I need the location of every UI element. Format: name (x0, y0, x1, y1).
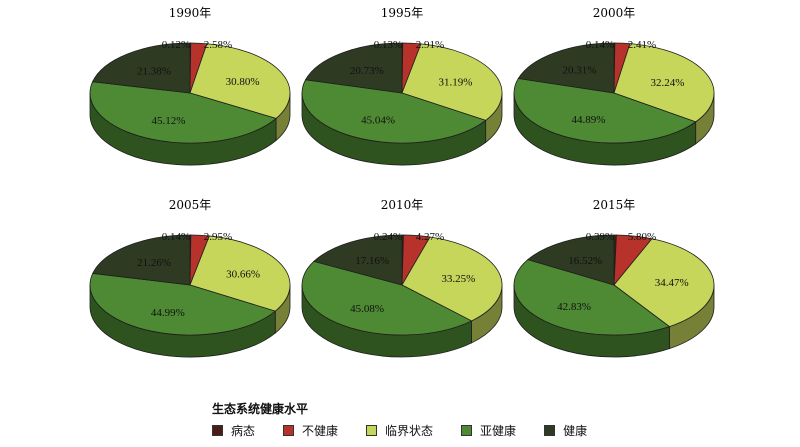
pie-slice (92, 234, 191, 286)
pie-value-label: 0.13% (374, 39, 402, 51)
pie-slice (89, 81, 277, 144)
pie-title: 2000年 (593, 6, 636, 20)
pie-slice (613, 43, 715, 123)
pie-value-label: 33.25% (441, 273, 475, 285)
pie-title: 2015年 (593, 198, 636, 212)
legend-label: 健康 (563, 424, 588, 438)
pie-slice (513, 259, 671, 336)
pie-slice (613, 238, 715, 328)
legend-item: 病态 (212, 422, 255, 439)
pie-slice (527, 234, 615, 286)
pie-slice (89, 272, 277, 336)
pie-value-label: 45.08% (350, 303, 384, 315)
legend-item: 亚健康 (461, 422, 516, 439)
legend-swatch (461, 425, 473, 436)
legend-item: 不健康 (283, 422, 338, 439)
pie-slice (401, 43, 503, 121)
legend-item: 临界状态 (366, 422, 433, 439)
pie-value-label: 2.41% (628, 39, 656, 51)
legend: 生态系统健康水平 病态 不健康 临界状态 亚健康 健康 (212, 400, 632, 444)
pie-chart: 1995年 0.13% 2.91% 31.19% 45.04% 20.73% (301, 6, 503, 166)
pie-value-label: 17.16% (355, 255, 389, 267)
legend-swatch (212, 425, 223, 436)
pie-chart: 2010年 0.24% 4.27% 33.25% 45.08% 17.16% (301, 198, 503, 358)
pie-chart: 1990年 0.12% 2.58% 30.80% 45.12% 21.38% (89, 6, 291, 166)
pie-value-label: 0.14% (586, 39, 614, 51)
pie-slice (189, 43, 291, 119)
pie-value-label: 4.27% (416, 231, 444, 243)
pie-slice (301, 260, 473, 336)
pie-slice (91, 42, 191, 94)
pie-value-label: 30.66% (226, 268, 260, 280)
pie-value-label: 2.91% (416, 39, 444, 51)
pie-value-label: 42.83% (557, 301, 591, 313)
pie-slice (313, 234, 403, 286)
pie-title: 2010年 (381, 198, 424, 212)
pie-value-label: 0.39% (586, 231, 614, 243)
legend-swatch (366, 425, 378, 436)
pie-value-label: 20.73% (350, 65, 384, 77)
pie-value-label: 5.80% (628, 231, 656, 243)
legend-title: 生态系统健康水平 (212, 402, 309, 416)
pie-value-label: 21.38% (137, 65, 171, 77)
pie-value-label: 45.04% (361, 114, 395, 126)
pie-value-label: 32.24% (651, 77, 685, 89)
legend-swatch (283, 425, 295, 436)
pie-slice (301, 79, 487, 144)
legend-label: 亚健康 (480, 424, 517, 438)
pie-chart: 2000年 0.14% 2.41% 32.24% 44.89% 20.31% (513, 6, 715, 166)
pie-value-label: 31.19% (438, 77, 472, 89)
pie-value-label: 2.58% (204, 39, 232, 51)
pie-value-label: 45.12% (151, 115, 185, 127)
legend-label: 病态 (231, 424, 256, 438)
legend-label: 不健康 (302, 424, 339, 438)
pie-title: 2005年 (169, 198, 212, 212)
pie-title: 1995年 (381, 6, 424, 20)
pie-value-label: 21.26% (137, 257, 171, 269)
pie-value-label: 16.52% (568, 255, 602, 267)
legend-swatch (544, 425, 556, 436)
pie-value-label: 0.24% (374, 231, 402, 243)
pie-chart: 2015年 0.39% 5.80% 34.47% 42.83% 16.52% (513, 198, 715, 358)
legend-items: 病态 不健康 临界状态 亚健康 健康 (212, 422, 615, 439)
pie-slice (517, 42, 615, 94)
pie-value-label: 44.89% (572, 114, 606, 126)
legend-label: 临界状态 (385, 424, 434, 438)
pie-slice (304, 42, 403, 94)
pie-slice (401, 236, 503, 322)
pie-chart: 2005年 0.14% 2.95% 30.66% 44.99% 21.26% (89, 198, 291, 358)
pie-value-label: 0.14% (162, 231, 190, 243)
legend-item: 健康 (544, 422, 587, 439)
pie-slice (513, 78, 697, 144)
pie-value-label: 44.99% (151, 307, 185, 319)
pie-value-label: 20.31% (562, 65, 596, 77)
pie-value-label: 34.47% (655, 277, 689, 289)
pie-title: 1990年 (169, 6, 212, 20)
pie-value-label: 2.95% (204, 231, 232, 243)
pie-value-label: 30.80% (226, 76, 260, 88)
pie-value-label: 0.12% (162, 39, 190, 51)
